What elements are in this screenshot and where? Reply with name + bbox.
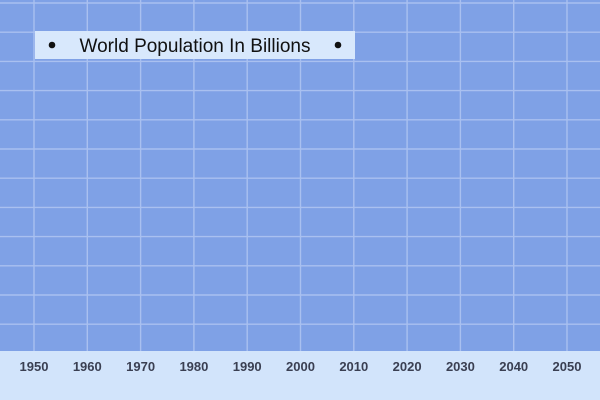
x-tick-label: 2020 xyxy=(393,359,422,374)
x-tick-label: 2030 xyxy=(446,359,475,374)
x-tick-label: 1990 xyxy=(233,359,262,374)
title-label: World Population In Billions xyxy=(80,36,311,57)
chart-title: World Population In Billions xyxy=(35,31,355,59)
x-tick-label: 1980 xyxy=(179,359,208,374)
x-tick-label: 2040 xyxy=(499,359,528,374)
x-axis-band xyxy=(0,351,600,400)
x-axis-tick-labels: 1950 1960 1970 1980 1990 2000 2010 2020 2030 2040… xyxy=(20,359,582,374)
title-bullet-right xyxy=(334,41,342,49)
x-tick-label: 1950 xyxy=(20,359,49,374)
x-tick-label: 2010 xyxy=(339,359,368,374)
x-tick-label: 2000 xyxy=(286,359,315,374)
title-bullet-left xyxy=(48,41,56,49)
horizontal-grid-lines xyxy=(0,2,600,325)
title-box xyxy=(35,31,355,59)
x-tick-label: 2050 xyxy=(553,359,582,374)
x-tick-label: 1960 xyxy=(73,359,102,374)
x-tick-label: 1970 xyxy=(126,359,155,374)
